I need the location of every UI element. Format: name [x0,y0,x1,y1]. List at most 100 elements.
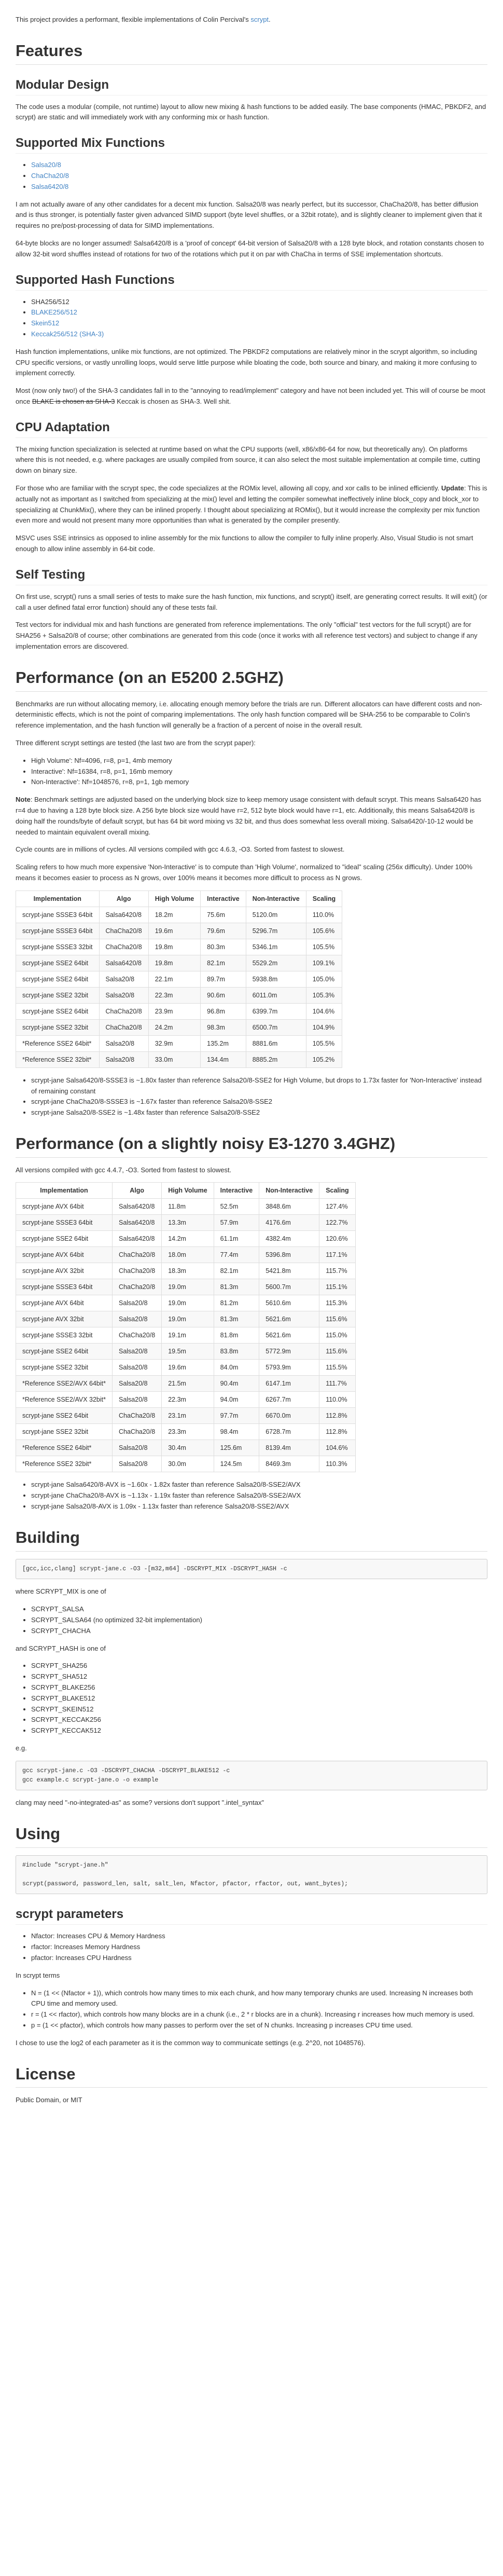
update-label: Update [441,484,464,492]
list-item: scrypt-jane Salsa20/8-SSE2 is ~1.48x fas… [31,1107,487,1118]
clang-note: clang may need "-no-integrated-as" as so… [16,1799,264,1807]
table-cell: scrypt-jane SSE2 32bit [16,1359,113,1376]
table-cell: scrypt-jane SSE2 32bit [16,1019,100,1036]
table-cell: 81.2m [213,1295,260,1312]
table-cell: 96.8m [200,1003,246,1020]
hash-functions-heading: Supported Hash Functions [16,272,487,291]
table-cell: 105.2% [305,1051,343,1068]
table-cell: Salsa20/8 [111,1440,162,1457]
table-row: scrypt-jane AVX 32bit ChaCha20/8 18.3m 82.1… [16,1263,356,1280]
table-cell: Salsa20/8 [99,986,149,1004]
table-cell: 5421.8m [259,1263,320,1280]
table-cell: 80.3m [200,938,246,955]
self-testing-heading: Self Testing [16,567,487,585]
table-cell: 110.3% [319,1456,356,1473]
mix-link-salsa6420[interactable]: Salsa6420/8 [31,182,69,190]
table-cell: *Reference SSE2/AVX 64bit* [16,1375,113,1392]
table-cell: 77.4m [213,1246,260,1264]
table-cell: 5610.6m [259,1295,320,1312]
list-item: scrypt-jane Salsa20/8-AVX is 1.09x - 1.1… [31,1501,487,1512]
table-row: *Reference SSE2 32bit* Salsa20/8 30.0m 124.… [16,1456,356,1473]
table-row: scrypt-jane SSSE3 32bit ChaCha20/8 19.8m 80… [16,938,343,955]
table-cell: 5120.0m [245,906,306,923]
table-cell: 5621.6m [259,1311,320,1328]
hash-functions-list: SHA256/512 BLAKE256/512 Skein512 Keccak2… [16,297,487,340]
list-item: SCRYPT_BLAKE512 [31,1693,487,1704]
list-item: p = (1 << pfactor), which controls how m… [31,2020,487,2031]
list-item: SHA256/512 [31,297,487,308]
intro-paragraph: This project provides a performant, flex… [16,16,271,23]
table-cell: scrypt-jane SSSE3 64bit [16,1279,113,1296]
list-item: SCRYPT_KECCAK256 [31,1715,487,1725]
perf2-table: Implementation Algo High Volume Interact… [16,1182,356,1473]
table-cell: 6267.7m [259,1391,320,1408]
table-cell: 19.8m [148,954,201,971]
hash-functions-text-2: Most (now only two!) of the SHA-3 candid… [16,387,485,405]
scrypt-parameters-heading: scrypt parameters [16,1907,487,1925]
table-cell: 22.1m [148,970,201,988]
table-cell: 110.0% [319,1391,356,1408]
table-cell: 97.7m [213,1407,260,1424]
column-header: Non-Interactive [259,1182,320,1199]
strikethrough-text: BLAKE is chosen as SHA-3 [32,397,115,405]
table-cell: 23.1m [161,1407,214,1424]
table-cell: ChaCha20/8 [111,1246,162,1264]
in-scrypt-terms-text: In scrypt terms [16,1971,60,1979]
table-cell: 19.6m [161,1359,214,1376]
table-cell: 33.0m [148,1051,201,1068]
column-header: Algo [111,1182,162,1199]
hash-link-keccak[interactable]: Keccak256/512 (SHA-3) [31,330,104,338]
table-cell: scrypt-jane AVX 64bit [16,1198,113,1215]
table-cell: 84.0m [213,1359,260,1376]
table-row: scrypt-jane SSSE3 64bit ChaCha20/8 19.0m 81… [16,1279,356,1296]
table-cell: 61.1m [213,1230,260,1248]
table-cell: 6500.7m [245,1019,306,1036]
table-cell: 115.5% [319,1359,356,1376]
building-eg-text: e.g. [16,1744,27,1752]
table-cell: 5621.6m [259,1327,320,1344]
table-cell: Salsa20/8 [111,1311,162,1328]
table-cell: Salsa20/8 [111,1391,162,1408]
table-cell: 8885.2m [245,1051,306,1068]
table-cell: 125.6m [213,1440,260,1457]
table-cell: 90.6m [200,986,246,1004]
table-cell: 112.8% [319,1407,356,1424]
table-row: scrypt-jane AVX 32bit Salsa20/8 19.0m 81.3m… [16,1311,356,1328]
table-row: scrypt-jane SSE2 64bit Salsa6420/8 14.2m 61… [16,1230,356,1248]
list-item: pfactor: Increases CPU Hardness [31,1953,487,1964]
table-cell: 21.5m [161,1375,214,1392]
table-cell: 105.3% [305,986,343,1004]
cpu-adaptation-text-2: For those who are familiar with the scry… [16,484,487,525]
table-cell: Salsa6420/8 [111,1198,162,1215]
scrypt-link[interactable]: scrypt [250,16,269,23]
table-cell: 22.3m [148,986,201,1004]
table-row: scrypt-jane SSE2 64bit ChaCha20/8 23.1m 97.… [16,1407,356,1424]
list-item: scrypt-jane Salsa6420/8-AVX is ~1.60x - … [31,1479,487,1490]
table-cell: 19.1m [161,1327,214,1344]
mix-link-salsa20[interactable]: Salsa20/8 [31,161,61,169]
table-cell: *Reference SSE2 32bit* [16,1456,113,1473]
table-cell: 5346.1m [245,938,306,955]
license-text: Public Domain, or MIT [16,2096,82,2104]
column-header: Scaling [319,1182,356,1199]
parameter-log2-text: I chose to use the log2 of each paramete… [16,2038,366,2047]
self-testing-text-1: On first use, scrypt() runs a small seri… [16,592,487,611]
column-header: High Volume [161,1182,214,1199]
mix-functions-text-2: 64-byte blocks are no longer assumed! Sa… [16,239,484,258]
table-cell: 24.2m [148,1019,201,1036]
cpu-adaptation-text-3: MSVC uses SSE intrinsics as opposed to i… [16,534,473,553]
table-cell: scrypt-jane SSE2 64bit [16,970,100,988]
table-cell: scrypt-jane SSE2 64bit [16,1343,113,1360]
building-and-text: and SCRYPT_HASH is one of [16,1644,106,1652]
table-cell: 124.5m [213,1456,260,1473]
performance-e5200-heading: Performance (on an E5200 2.5GHZ) [16,668,487,692]
table-cell: 6670.0m [259,1407,320,1424]
table-cell: *Reference SSE2 64bit* [16,1035,100,1052]
hash-link-blake[interactable]: BLAKE256/512 [31,308,77,317]
table-cell: Salsa6420/8 [111,1214,162,1231]
table-cell: 104.6% [305,1003,343,1020]
modular-design-heading: Modular Design [16,77,487,95]
hash-link-skein[interactable]: Skein512 [31,319,60,327]
perf2-summary-list: scrypt-jane Salsa6420/8-AVX is ~1.60x - … [16,1479,487,1512]
mix-link-chacha20[interactable]: ChaCha20/8 [31,171,69,180]
